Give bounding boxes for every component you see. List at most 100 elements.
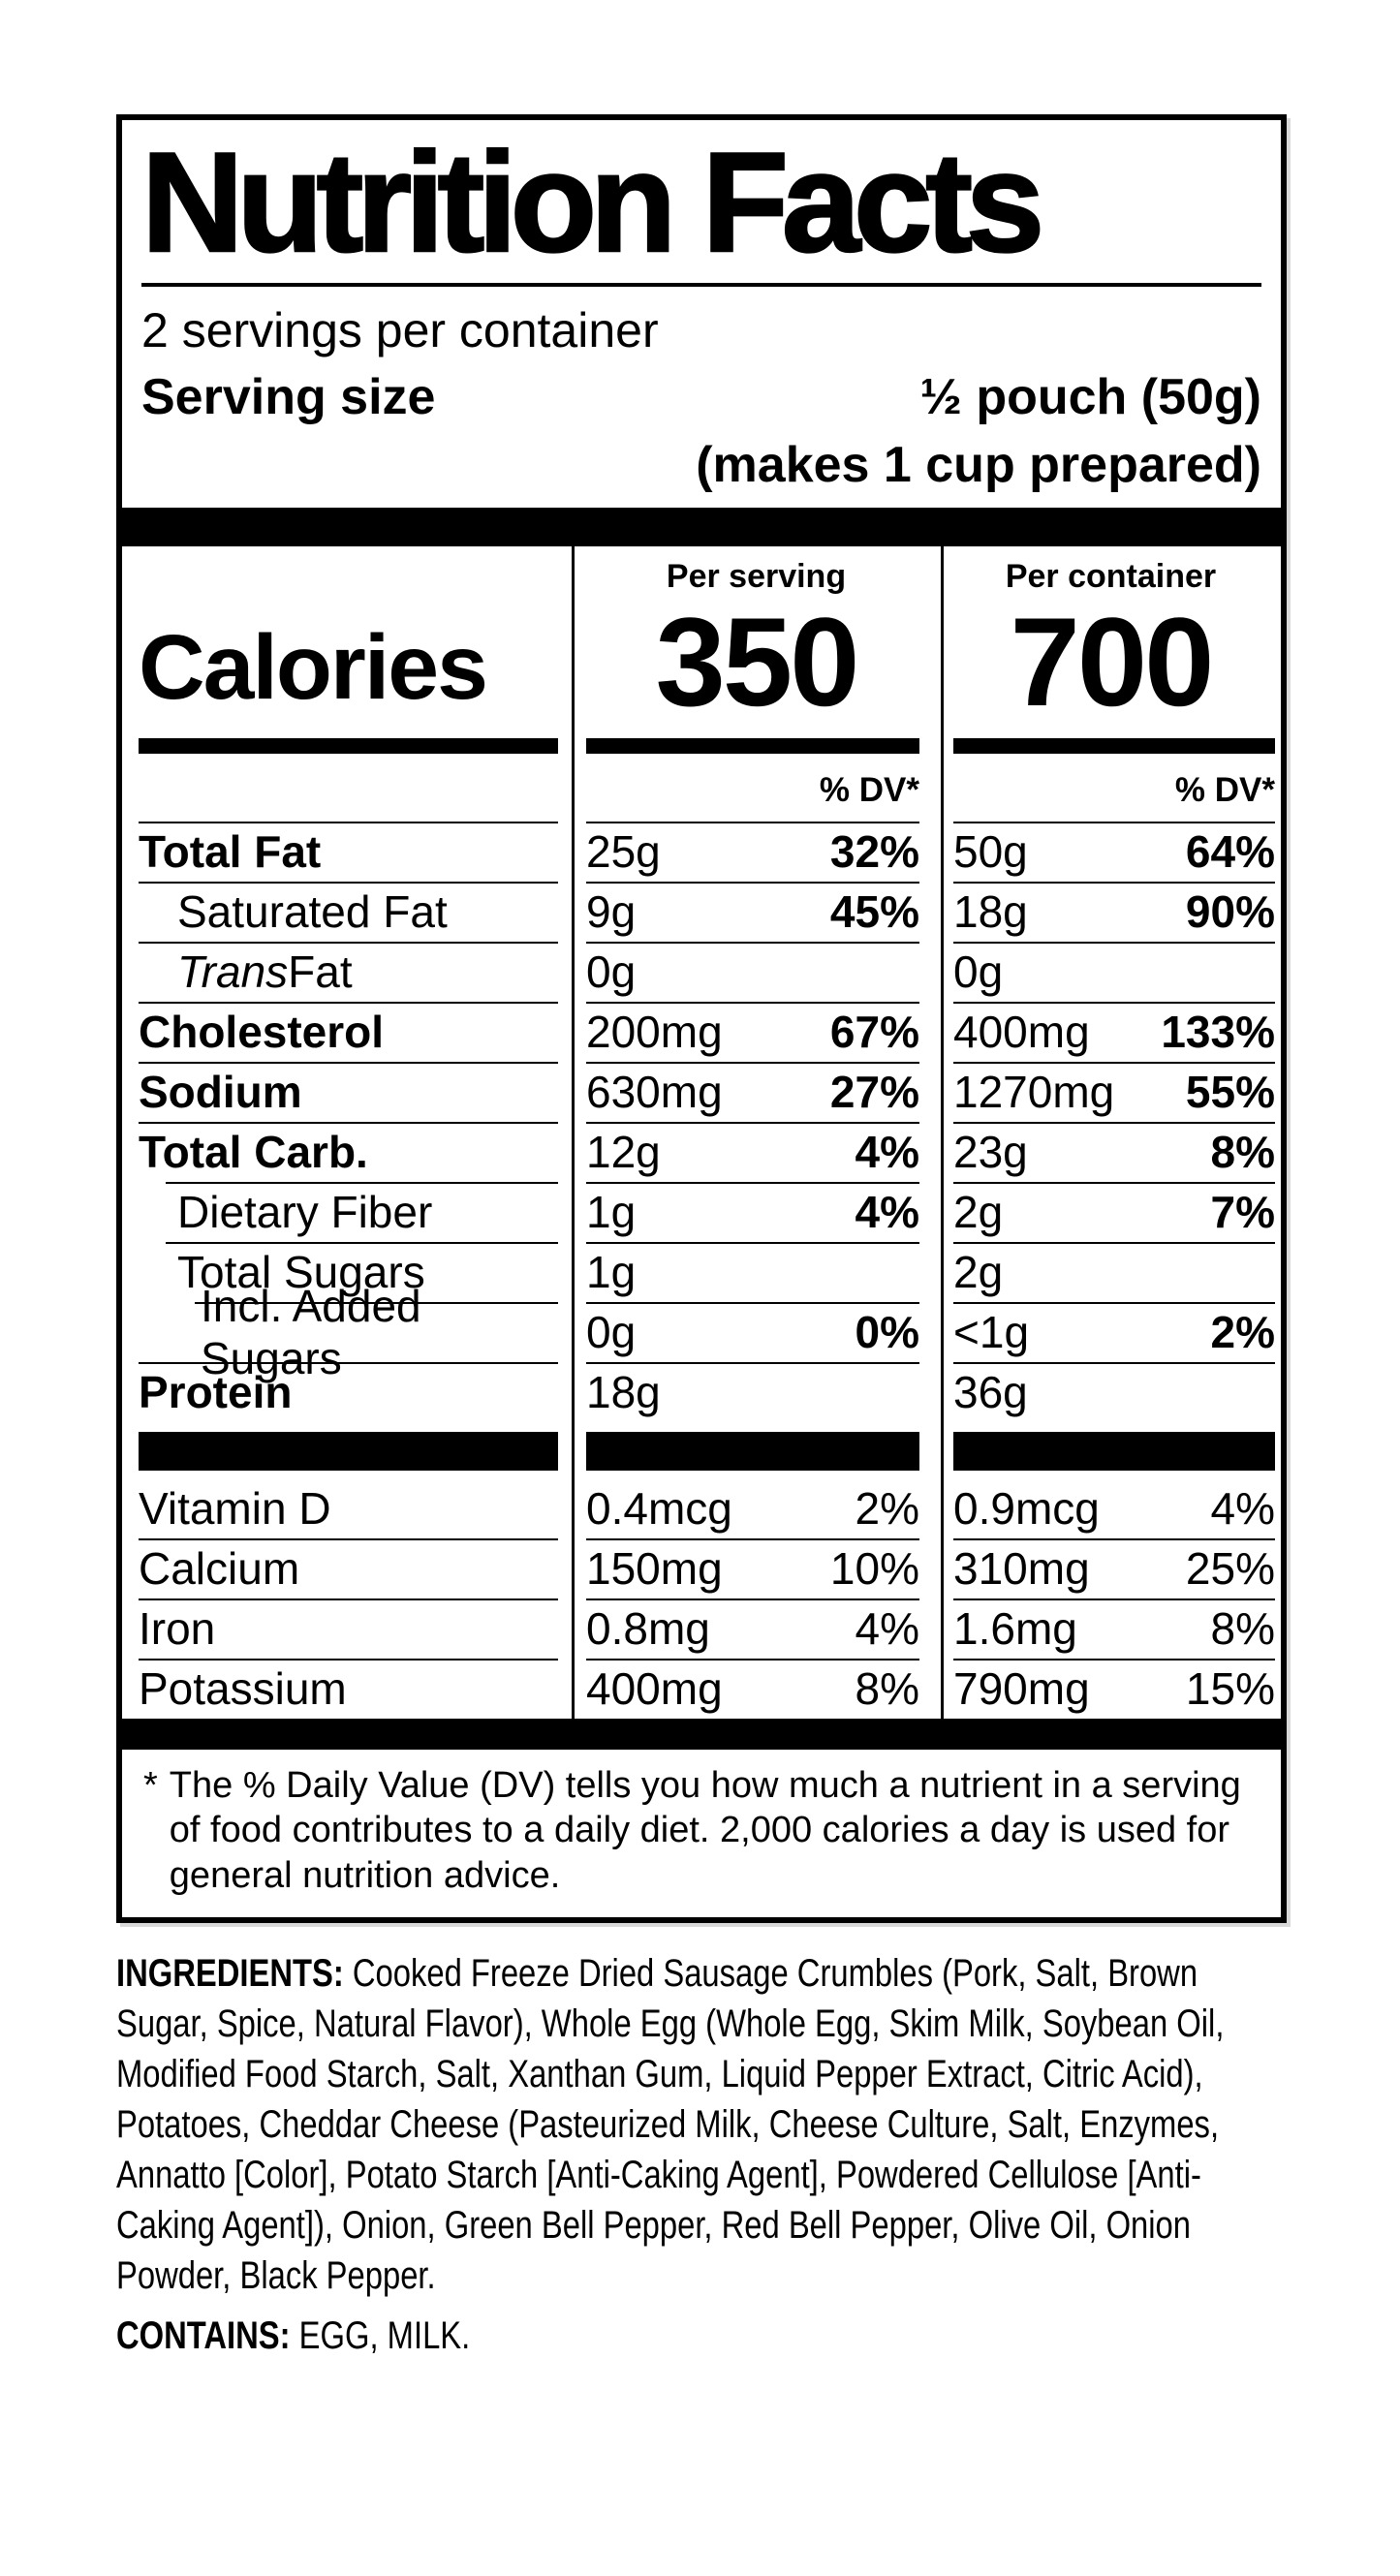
dv-header-per-serving: % DV* bbox=[819, 771, 919, 809]
separator-bar-mid bbox=[122, 1422, 1281, 1478]
dv-footnote: * The % Daily Value (DV) tells you how m… bbox=[122, 1750, 1281, 1917]
per-container-header: Per container bbox=[1005, 558, 1217, 595]
column-header-row: Per serving Per container bbox=[122, 546, 1281, 599]
per-container-values: 50g 64% bbox=[941, 822, 1281, 882]
per-container-values: 2g bbox=[941, 1242, 1281, 1302]
nutrient-name: Vitamin D bbox=[139, 1483, 331, 1534]
contains-line: CONTAINS: EGG, MILK. bbox=[116, 2311, 1287, 2361]
table-row-total-sugars: Total Sugars 1g 2g bbox=[122, 1242, 1281, 1302]
per-serving-values: 18g bbox=[572, 1362, 941, 1422]
per-serving-values: 630mg 27% bbox=[572, 1062, 941, 1122]
mid-bar-left bbox=[122, 1432, 572, 1471]
column-header-spacer bbox=[122, 546, 572, 599]
per-container-values: 2g 7% bbox=[941, 1182, 1281, 1242]
ingredients-inner: INGREDIENTS: Cooked Freeze Dried Sausage… bbox=[116, 1948, 1287, 2361]
per-container-values: 36g bbox=[941, 1362, 1281, 1422]
per-serving-values: 0.4mcg 2% bbox=[586, 1483, 919, 1534]
per-container-values: 400mg 133% bbox=[941, 1002, 1281, 1062]
ingredients-text: Cooked Freeze Dried Sausage Crumbles (Po… bbox=[116, 1952, 1225, 2298]
ingredients-section: INGREDIENTS: Cooked Freeze Dried Sausage… bbox=[116, 1948, 1287, 2361]
calories-underline-left bbox=[122, 727, 572, 760]
table-row-potassium: Potassium 400mg 8% 790mg 15% bbox=[122, 1659, 1281, 1719]
nutrient-name: Trans Fat bbox=[122, 942, 572, 1002]
footnote-asterisk: * bbox=[143, 1765, 158, 1806]
per-serving-values: 9g 45% bbox=[572, 882, 941, 942]
per-container-values: 1.6mg 8% bbox=[941, 1598, 1281, 1659]
footnote-text: The % Daily Value (DV) tells you how muc… bbox=[169, 1765, 1241, 1896]
nutrient-name: Total Fat bbox=[122, 822, 572, 882]
per-serving-header: Per serving bbox=[666, 558, 847, 595]
per-serving-values: 0g 0% bbox=[572, 1302, 941, 1362]
table-row-cholesterol: Cholesterol 200mg 67% 400mg 133% bbox=[122, 1002, 1281, 1062]
calories-underline-right bbox=[941, 727, 1281, 760]
dv-header-row: % DV* % DV* bbox=[122, 760, 1281, 822]
per-container-values: 0.9mcg 4% bbox=[953, 1483, 1275, 1534]
serving-size-row: Serving size ½ pouch (50g) bbox=[141, 368, 1261, 426]
servings-per-container: 2 servings per container bbox=[141, 303, 659, 357]
nutrient-name: Dietary Fiber bbox=[122, 1182, 572, 1242]
label-title: Nutrition Facts bbox=[140, 123, 1046, 281]
per-container-values: 0g bbox=[941, 942, 1281, 1002]
dv-header-spacer bbox=[122, 760, 572, 822]
table-row-total-carb: Total Carb. 12g 4% 23g 8% bbox=[122, 1122, 1281, 1182]
table-row-calcium: Calcium 150mg 10% 310mg 25% bbox=[122, 1538, 1281, 1598]
label-header: Nutrition Facts 2 servings per container… bbox=[122, 120, 1281, 508]
per-container-values: 790mg 15% bbox=[941, 1659, 1281, 1719]
nutrient-name: Protein bbox=[122, 1362, 572, 1422]
table-row-dietary-fiber: Dietary Fiber 1g 4% 2g 7% bbox=[122, 1182, 1281, 1242]
per-serving-values: 1g 4% bbox=[572, 1182, 941, 1242]
mid-bar-mid bbox=[572, 1432, 941, 1471]
per-serving-values: 0.8mg 4% bbox=[572, 1598, 941, 1659]
dv-header-per-container: % DV* bbox=[1174, 771, 1275, 809]
table-row-sodium: Sodium 630mg 27% 1270mg 55% bbox=[122, 1062, 1281, 1122]
nutrient-name: Total Carb. bbox=[122, 1122, 572, 1182]
ingredients-paragraph: INGREDIENTS: Cooked Freeze Dried Sausage… bbox=[116, 1948, 1287, 2301]
serving-size-label: Serving size bbox=[141, 369, 436, 425]
table-row-trans-fat: Trans Fat 0g 0g bbox=[122, 942, 1281, 1002]
per-serving-values: 150mg 10% bbox=[572, 1538, 941, 1598]
calories-label: Calories bbox=[139, 616, 488, 719]
nutrient-name: Total Sugars bbox=[122, 1242, 572, 1302]
title-rule bbox=[141, 283, 1261, 287]
serving-size-value: ½ pouch (50g) bbox=[919, 369, 1261, 425]
separator-bar-top bbox=[122, 508, 1281, 546]
calories-per-container: 700 bbox=[1010, 591, 1215, 732]
per-serving-values: 400mg 8% bbox=[572, 1659, 941, 1719]
calories-underline-row bbox=[122, 727, 1281, 760]
nutrient-name: Iron bbox=[122, 1598, 572, 1659]
per-serving-values: 12g 4% bbox=[572, 1122, 941, 1182]
nutrient-name: Calcium bbox=[122, 1538, 572, 1598]
table-row-vitamin-d: Vitamin D 0.4mcg 2% 0.9mcg 4% bbox=[122, 1478, 1281, 1538]
contains-label: CONTAINS: bbox=[116, 2314, 291, 2358]
ingredients-label: INGREDIENTS: bbox=[116, 1952, 344, 1996]
table-row-iron: Iron 0.8mg 4% 1.6mg 8% bbox=[122, 1598, 1281, 1659]
calories-per-serving: 350 bbox=[655, 591, 860, 732]
nutrient-name: Saturated Fat bbox=[122, 882, 572, 942]
nutrition-facts-label: Nutrition Facts 2 servings per container… bbox=[116, 114, 1287, 1924]
table-row-saturated-fat: Saturated Fat 9g 45% 18g 90% bbox=[122, 882, 1281, 942]
per-container-values: 18g 90% bbox=[941, 882, 1281, 942]
contains-text: EGG, MILK. bbox=[290, 2314, 471, 2358]
column-divider-2 bbox=[941, 546, 944, 1719]
nutrient-name: Sodium bbox=[122, 1062, 572, 1122]
per-serving-values: 0g bbox=[572, 942, 941, 1002]
nutrient-name: Potassium bbox=[122, 1659, 572, 1719]
serving-size-note: (makes 1 cup prepared) bbox=[696, 437, 1261, 493]
column-divider-1 bbox=[572, 546, 575, 1719]
per-container-values: 310mg 25% bbox=[941, 1538, 1281, 1598]
nutrient-name: Incl. Added Sugars bbox=[122, 1281, 572, 1383]
per-container-values: 23g 8% bbox=[941, 1122, 1281, 1182]
nutrient-name: Cholesterol bbox=[122, 1002, 572, 1062]
per-serving-values: 1g bbox=[572, 1242, 941, 1302]
nutrition-columns: Per serving Per container Calories 350 7… bbox=[122, 546, 1281, 1719]
per-serving-values: 200mg 67% bbox=[572, 1002, 941, 1062]
table-row-total-fat: Total Fat 25g 32% 50g 64% bbox=[122, 822, 1281, 882]
table-row-added-sugars: Incl. Added Sugars 0g 0% <1g 2% bbox=[122, 1281, 1281, 1383]
calories-underline-mid bbox=[572, 727, 941, 760]
per-container-values: <1g 2% bbox=[941, 1302, 1281, 1362]
per-serving-values: 25g 32% bbox=[572, 822, 941, 882]
calories-row: Calories 350 700 bbox=[122, 599, 1281, 727]
mid-bar-right bbox=[941, 1432, 1281, 1471]
table-row-protein: Protein 18g 36g bbox=[122, 1362, 1281, 1422]
